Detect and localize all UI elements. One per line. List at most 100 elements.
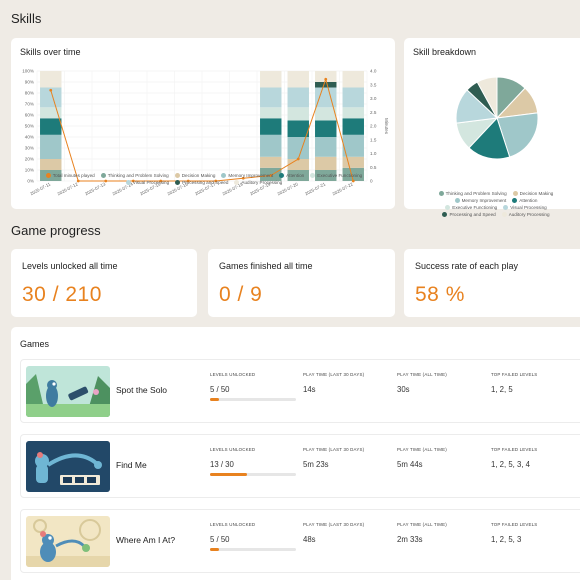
bar-segment xyxy=(342,167,364,181)
legend-swatch xyxy=(442,212,448,217)
bar-segment xyxy=(342,134,364,157)
y-tick-label: 30% xyxy=(25,146,34,151)
game-name: Spot the Solo xyxy=(116,385,168,395)
legend-label: Thinking and Problem Solving xyxy=(107,173,169,178)
levels-unlocked-value: 30 / 210 xyxy=(22,283,102,306)
legend-item[interactable]: Visual Processing xyxy=(503,205,547,210)
bar-segment xyxy=(315,170,337,181)
game-row-find-me[interactable]: Find Me Levels unlocked 13 / 30 Play tim… xyxy=(20,434,580,498)
legend-item[interactable]: Attention xyxy=(512,198,537,203)
legend-item[interactable]: Executive Functioning xyxy=(310,173,362,178)
legend-item[interactable]: Decision Making xyxy=(512,191,553,196)
levels-progress-bar xyxy=(210,473,296,476)
y-tick-label: 90% xyxy=(25,80,34,85)
bar-segment xyxy=(287,159,309,170)
line-point xyxy=(296,157,300,161)
games-finished-value: 0 / 9 xyxy=(219,283,263,306)
legend-item[interactable]: Processing and Speed xyxy=(442,212,496,217)
find-me-thumbnail xyxy=(26,441,110,492)
bar-segment xyxy=(315,156,337,170)
skill-breakdown-card: Skill breakdown Thinking and Problem Sol… xyxy=(404,38,580,217)
play-time-30-value: 5m 23s xyxy=(303,460,329,469)
skills-section-title: Skills xyxy=(11,11,42,26)
legend-swatch xyxy=(503,205,509,210)
line-point xyxy=(131,179,135,183)
bar-segment xyxy=(315,120,337,137)
levels-progress-bar xyxy=(210,548,296,551)
y-tick-label: 0% xyxy=(27,179,34,184)
spot-the-solo-thumbnail xyxy=(26,366,110,417)
legend-label: Attention xyxy=(519,198,538,203)
legend-item[interactable]: Visual Processing xyxy=(125,180,170,185)
legend-item[interactable]: Auditory Processing xyxy=(234,180,282,185)
legend-item[interactable]: Thinking and Problem Solving xyxy=(438,191,507,196)
y-tick-label: 80% xyxy=(25,91,34,96)
legend-swatch xyxy=(310,173,316,178)
bar-segment xyxy=(40,118,62,135)
bar-segment xyxy=(260,156,282,168)
levels-progress-fill xyxy=(210,473,247,476)
y2-tick-label: 4.0 xyxy=(370,69,377,74)
game-row-where-am-i-at[interactable]: Where Am I At? Levels unlocked 5 / 50 Pl… xyxy=(20,509,580,573)
legend-item[interactable]: Executive Functioning xyxy=(445,205,497,210)
y2-tick-label: 1.5 xyxy=(370,137,377,142)
legend-item[interactable]: Attention xyxy=(279,173,304,178)
y2-tick-label: 0.5 xyxy=(370,165,377,170)
legend-item[interactable]: Memory Improvement xyxy=(221,173,273,178)
success-rate-label: Success rate of each play xyxy=(415,261,519,271)
bar-segment xyxy=(342,118,364,135)
legend-swatch xyxy=(512,191,518,196)
top-failed-header: Top failed levels xyxy=(491,372,538,377)
games-finished-label: Games finished all time xyxy=(219,261,313,271)
bar-segment xyxy=(260,134,282,157)
bar-segment xyxy=(287,71,309,88)
play-time-30-header: Play time (last 30 days) xyxy=(303,522,365,527)
legend-swatch xyxy=(125,180,131,185)
y2-axis-label: Minutes xyxy=(384,118,389,135)
legend-swatch xyxy=(512,198,518,203)
bar-segment xyxy=(342,71,364,88)
legend-label: Total minutes played xyxy=(52,173,95,178)
bar-segment xyxy=(342,87,364,108)
legend-swatch xyxy=(45,173,51,178)
legend-item[interactable]: Memory Improvement xyxy=(454,198,507,203)
legend-item[interactable]: Total minutes played xyxy=(45,173,95,178)
bar-segment xyxy=(40,159,62,170)
play-time-all-header: Play time (all time) xyxy=(397,522,447,527)
bar-segment xyxy=(287,120,309,137)
y-tick-label: 50% xyxy=(25,124,34,129)
legend-label: Auditory Processing xyxy=(508,212,550,217)
y-tick-label: 10% xyxy=(25,168,34,173)
play-time-all-value: 30s xyxy=(397,385,410,394)
skills-over-time-title: Skills over time xyxy=(20,47,81,57)
total-minutes-line xyxy=(50,77,354,182)
legend-item[interactable]: Thinking and Problem Solving xyxy=(100,173,169,178)
skills-over-time-legend: Total minutes played Thinking and Problem… xyxy=(29,173,379,185)
legend-label: Auditory Processing xyxy=(241,180,283,185)
bar-segment xyxy=(342,156,364,168)
levels-unlocked-header: Levels unlocked xyxy=(210,522,256,527)
bar-segment xyxy=(260,87,282,108)
game-name: Find Me xyxy=(116,460,147,470)
legend-swatch xyxy=(454,198,460,203)
legend-item[interactable]: Auditory Processing xyxy=(501,212,550,217)
legend-label: Visual Processing xyxy=(132,180,170,185)
pie-slice xyxy=(468,117,511,160)
bar-segment xyxy=(40,107,62,119)
y2-tick-label: 1.0 xyxy=(370,151,377,156)
play-time-all-header: Play time (all time) xyxy=(397,447,447,452)
line-point xyxy=(241,176,245,180)
legend-label: Memory Improvement xyxy=(461,198,507,203)
legend-item[interactable]: Processing and Speed xyxy=(175,180,228,185)
bar-segment xyxy=(287,137,309,159)
y-tick-label: 40% xyxy=(25,135,34,140)
y-tick-label: 100% xyxy=(22,69,34,74)
legend-item[interactable]: Decision Making xyxy=(174,173,215,178)
bar-segment xyxy=(315,71,337,82)
game-name: Where Am I At? xyxy=(116,535,176,545)
legend-label: Memory Improvement xyxy=(228,173,274,178)
game-row-spot-the-solo[interactable]: Spot the Solo Levels unlocked 5 / 50 Pla… xyxy=(20,359,580,423)
levels-unlocked-header: Levels unlocked xyxy=(210,372,256,377)
legend-swatch xyxy=(445,205,451,210)
play-time-30-value: 14s xyxy=(303,385,316,394)
